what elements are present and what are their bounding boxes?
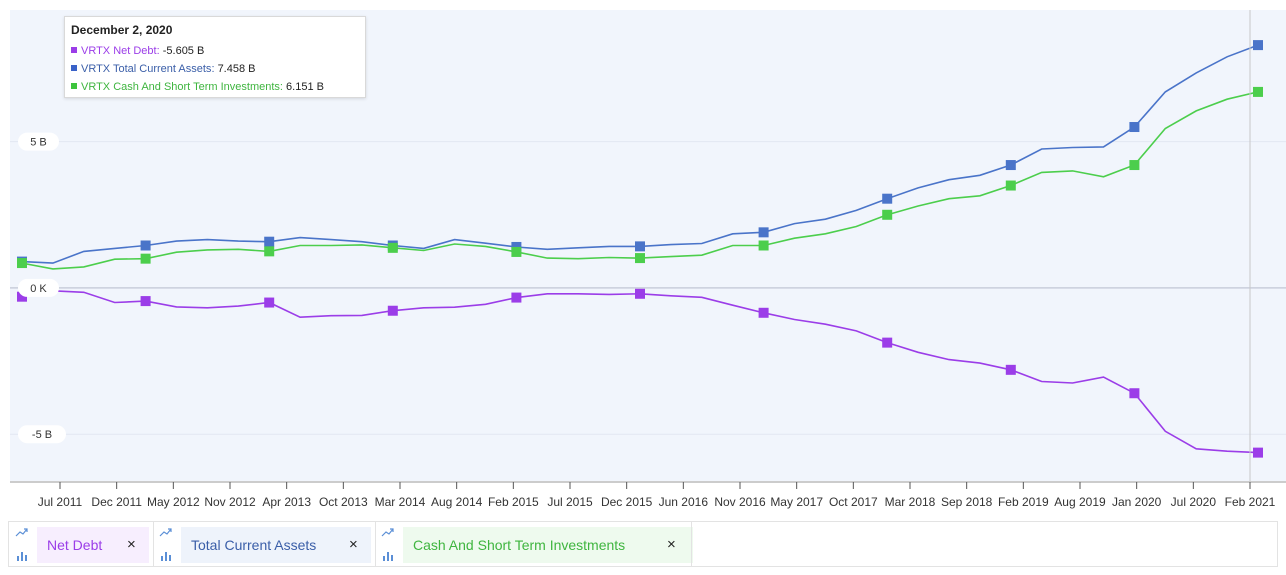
x-tick-label: Aug 2019 [1054,495,1106,509]
data-point[interactable] [17,258,27,269]
data-point[interactable] [387,305,398,316]
x-tick-label: Jul 2015 [547,495,593,509]
data-point[interactable] [1253,40,1263,51]
data-point[interactable] [387,242,398,253]
tooltip-row-net-debt: VRTX Net Debt: -5.605 B [71,42,359,60]
x-tick-label: Dec 2015 [601,495,653,509]
data-point[interactable] [140,296,151,307]
y-tick-pill [18,425,66,444]
data-point[interactable] [882,337,893,348]
legend-divider [691,522,692,566]
data-point[interactable] [635,241,645,252]
x-tick-label: Jul 2011 [38,495,83,509]
bar-chart-icon[interactable] [17,552,27,561]
data-point[interactable] [264,236,275,247]
tooltip-row-cash-and-short-term-investments: VRTX Cash And Short Term Investments: 6.… [71,78,359,96]
x-tick-label: Mar 2018 [885,495,936,509]
data-point[interactable] [635,253,645,264]
remove-cash-button[interactable]: × [667,536,676,553]
trend-icon[interactable] [155,526,177,564]
data-point[interactable] [1005,180,1016,191]
data-point[interactable] [140,253,151,264]
y-tick-label: 5 B [30,137,47,149]
legend-divider [153,522,154,566]
x-tick-label: Dec 2011 [91,495,142,509]
data-point[interactable] [1253,447,1263,458]
data-point[interactable] [264,297,275,308]
total-current-assets-swatch [71,65,77,71]
legend-chip-total-current-assets[interactable]: Total Current Assets × [181,527,371,563]
legend-icons-total-current-assets [155,526,177,564]
data-point[interactable] [882,209,893,220]
data-point[interactable] [1129,388,1140,399]
legend-icons-net-debt [11,526,33,564]
trend-icon[interactable] [377,526,399,564]
legend-label: Total Current Assets [191,537,317,553]
tooltip-date: December 2, 2020 [71,23,173,37]
x-tick-label: Jul 2020 [1171,495,1217,509]
data-point[interactable] [1253,86,1263,97]
data-point[interactable] [511,292,522,303]
y-tick-label: 0 K [30,283,47,295]
x-tick-label: May 2017 [770,495,823,509]
remove-net-debt-button[interactable]: × [127,536,136,553]
trend-icon[interactable] [11,526,33,564]
data-point[interactable] [264,246,275,257]
x-tick-label: May 2012 [147,495,200,509]
data-point[interactable] [1005,160,1016,171]
net-debt-swatch [71,47,77,53]
tooltip-series-value: 6.151 B [286,81,324,93]
legend-icons-cash [377,526,399,564]
x-tick-label: Mar 2014 [375,495,426,509]
x-tick-label: Jun 2016 [659,495,709,509]
data-point[interactable] [17,291,27,302]
data-point[interactable] [758,227,769,238]
x-tick-label: Aug 2014 [431,495,483,509]
legend-bar: Net Debt × Total Current Assets × [8,521,1278,567]
data-point[interactable] [758,240,769,251]
tooltip-row-total-current-assets: VRTX Total Current Assets: 7.458 B [71,60,359,78]
x-tick-label: Apr 2013 [262,495,311,509]
y-tick-pill [18,278,59,297]
data-point[interactable] [1129,160,1140,171]
tooltip-series-value: -5.605 B [162,45,205,57]
bar-chart-icon[interactable] [161,552,171,561]
x-tick-label: Feb 2021 [1225,495,1276,509]
data-point[interactable] [635,288,645,299]
tooltip-series-name: VRTX Net Debt [81,45,157,57]
x-tick-label: Jan 2020 [1112,495,1162,509]
tooltip-series-value: 7.458 B [217,63,256,75]
x-tick-label: Oct 2013 [319,495,368,509]
data-point[interactable] [758,307,769,318]
legend-label: Cash And Short Term Investments [413,537,626,553]
y-tick-label: -5 B [32,429,52,441]
y-tick-pill [18,132,59,151]
x-tick-label: Nov 2016 [714,495,766,509]
x-tick-label: Oct 2017 [829,495,878,509]
data-point[interactable] [140,240,151,251]
x-tick-label: Nov 2012 [204,495,256,509]
legend-label: Net Debt [47,537,103,553]
cash-swatch [71,83,77,89]
x-tick-label: Sep 2018 [941,495,993,509]
data-point[interactable] [882,193,893,204]
remove-total-current-assets-button[interactable]: × [349,536,358,553]
x-tick-label: Feb 2015 [488,495,539,509]
data-point[interactable] [511,246,522,257]
tooltip-series-name: VRTX Total Current Assets [81,63,212,75]
legend-chip-net-debt[interactable]: Net Debt × [37,527,149,563]
data-point[interactable] [1005,364,1016,375]
legend-divider [375,522,376,566]
legend-chip-cash-and-short-term-investments[interactable]: Cash And Short Term Investments × [403,527,693,563]
data-point[interactable] [1129,122,1140,133]
tooltip-series-name: VRTX Cash And Short Term Investments [81,81,280,93]
tooltip: December 2, 2020 VRTX Net Debt: -5.605 B… [64,16,366,98]
x-tick-label: Feb 2019 [998,495,1049,509]
bar-chart-icon[interactable] [383,552,393,561]
